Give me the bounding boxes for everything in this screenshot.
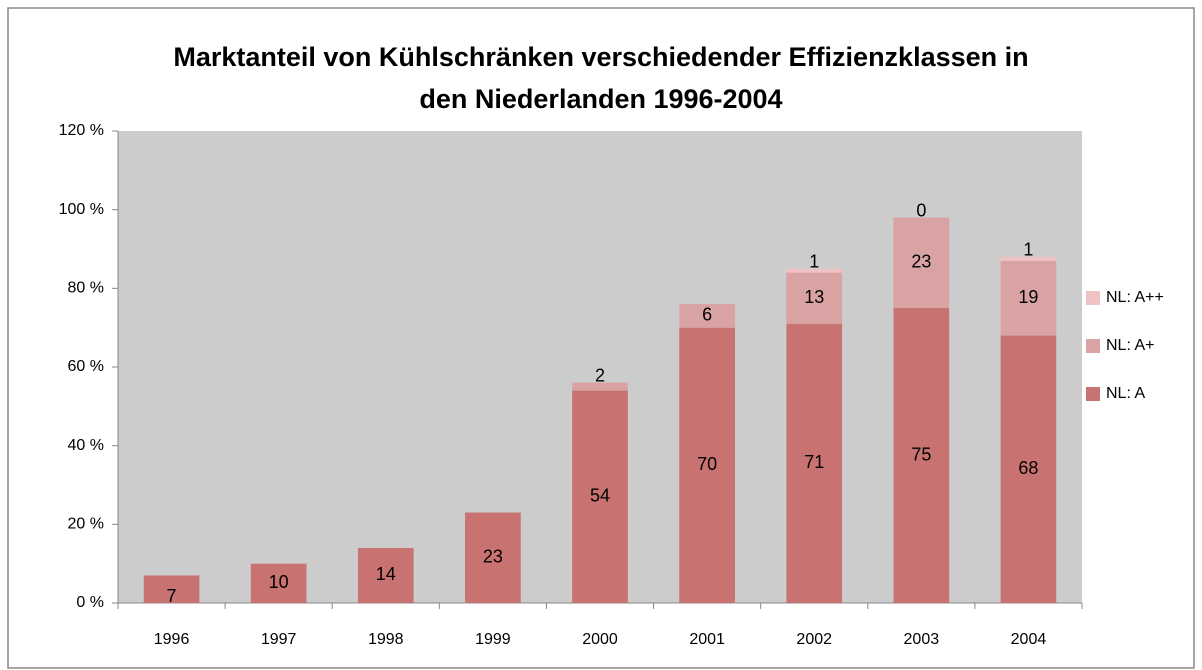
y-tick-label: 0 %: [76, 594, 104, 611]
legend-swatch: [1086, 339, 1100, 353]
bar-segment: [357, 547, 414, 603]
value-label: 10: [269, 572, 289, 592]
value-label: 23: [483, 547, 503, 567]
chart-title: Marktanteil von Kühlschränken verschiede…: [173, 42, 1029, 114]
value-label: 1: [1023, 240, 1033, 260]
bar-segment: [465, 512, 521, 603]
bar-segment: [786, 323, 843, 603]
value-label: 19: [1018, 287, 1038, 307]
x-tick-label: 2003: [904, 631, 940, 648]
bar-segment: [786, 268, 843, 273]
bar-segment: [893, 217, 950, 308]
legend-label: NL: A++: [1106, 289, 1164, 306]
x-tick-label: 2004: [1011, 631, 1047, 648]
value-label: 14: [376, 564, 396, 584]
value-label: 68: [1018, 458, 1038, 478]
bar-segment: [1000, 260, 1057, 336]
x-tick-label: 1996: [154, 631, 190, 648]
y-tick-label: 40 %: [68, 437, 104, 454]
value-label: 54: [590, 486, 610, 506]
y-tick-label: 80 %: [68, 280, 104, 297]
legend-swatch: [1086, 387, 1100, 401]
x-tick-label: 1998: [368, 631, 404, 648]
y-tick-label: 120 %: [59, 122, 104, 139]
value-label: 23: [911, 252, 931, 272]
bar-segment: [786, 272, 843, 324]
value-label: 70: [697, 454, 717, 474]
value-label: 75: [911, 444, 931, 464]
value-label: 2: [595, 365, 605, 385]
bar-segment: [679, 327, 735, 603]
value-label: 13: [804, 287, 824, 307]
bar-segment: [572, 382, 628, 391]
bar-segment: [679, 304, 735, 328]
x-tick-label: 1999: [475, 631, 511, 648]
x-tick-label: 1997: [261, 631, 297, 648]
y-tick-label: 100 %: [59, 201, 104, 218]
value-label: 6: [702, 305, 712, 325]
legend-swatch: [1086, 291, 1100, 305]
bar-segment: [1000, 256, 1057, 261]
bar-segment: [893, 308, 950, 603]
value-label: 71: [804, 452, 824, 472]
x-tick-label: 2002: [796, 631, 832, 648]
bar-segment: [143, 575, 200, 603]
y-tick-label: 20 %: [68, 516, 104, 533]
x-tick-label: 2001: [689, 631, 725, 648]
value-label: 0: [916, 200, 926, 220]
legend-label: NL: A: [1106, 385, 1145, 402]
value-label: 7: [167, 586, 177, 606]
y-tick-label: 60 %: [68, 358, 104, 375]
legend-label: NL: A+: [1106, 337, 1154, 354]
bar-segment: [572, 390, 628, 603]
bar-segment: [1000, 335, 1057, 603]
bar-segment: [250, 563, 307, 603]
value-label: 1: [809, 251, 819, 271]
x-tick-label: 2000: [582, 631, 618, 648]
